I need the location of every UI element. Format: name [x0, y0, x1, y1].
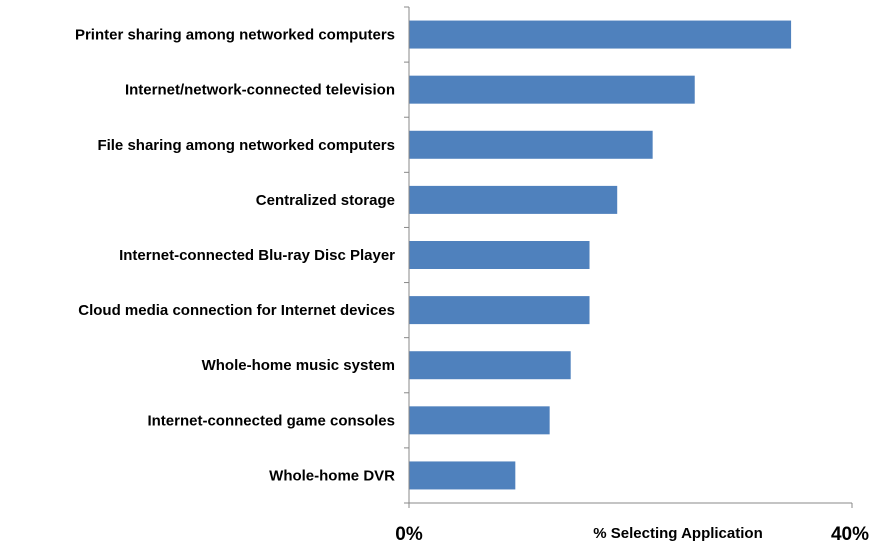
- bars-group: [409, 20, 792, 490]
- category-label: Internet/network-connected television: [125, 82, 395, 99]
- category-label: File sharing among networked computers: [97, 137, 395, 154]
- x-tick-label-min: 0%: [395, 524, 423, 545]
- category-labels-group: Printer sharing among networked computer…: [75, 27, 395, 485]
- bar: [409, 296, 590, 325]
- bar: [409, 241, 590, 269]
- bar: [409, 75, 695, 104]
- bar: [409, 130, 653, 159]
- x-axis-title: % Selecting Application: [593, 525, 762, 542]
- x-tick-label-max: 40%: [831, 524, 869, 545]
- bar: [409, 351, 571, 380]
- category-label: Internet-connected game consoles: [147, 412, 395, 429]
- category-label: Centralized storage: [256, 192, 395, 209]
- category-label: Whole-home music system: [202, 357, 395, 374]
- bar: [409, 461, 516, 490]
- bar: [409, 406, 550, 435]
- axis-ticks-group: [404, 6, 853, 508]
- bar: [409, 20, 792, 49]
- category-label: Printer sharing among networked computer…: [75, 27, 395, 44]
- category-label: Whole-home DVR: [269, 467, 395, 484]
- category-label: Internet-connected Blu-ray Disc Player: [119, 247, 395, 264]
- bar: [409, 185, 618, 214]
- category-label: Cloud media connection for Internet devi…: [78, 302, 395, 319]
